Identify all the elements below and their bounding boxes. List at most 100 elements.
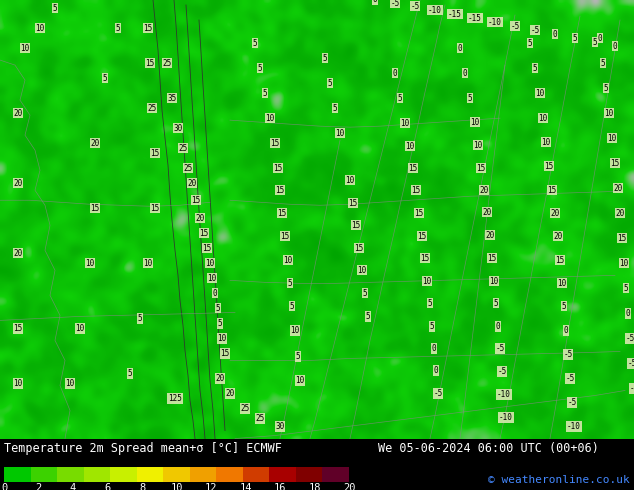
Text: 0: 0 <box>463 69 467 77</box>
Text: 10: 10 <box>541 138 550 147</box>
Text: 5: 5 <box>593 38 597 47</box>
Text: 5: 5 <box>600 59 605 68</box>
Text: 6: 6 <box>105 484 110 490</box>
Bar <box>163 467 190 482</box>
Text: 10: 10 <box>266 114 275 122</box>
Text: 20: 20 <box>486 231 495 240</box>
Text: 15: 15 <box>191 196 200 205</box>
Text: -5: -5 <box>531 25 540 34</box>
Text: 15: 15 <box>145 59 155 68</box>
Text: © weatheronline.co.uk: © weatheronline.co.uk <box>488 475 630 485</box>
Text: 15: 15 <box>354 244 364 253</box>
Text: -10: -10 <box>488 18 502 26</box>
Text: 10: 10 <box>422 277 432 286</box>
Text: 15: 15 <box>13 324 23 333</box>
Text: 30: 30 <box>275 422 285 431</box>
Bar <box>84 467 110 482</box>
Text: 10: 10 <box>20 44 30 52</box>
Text: 20: 20 <box>216 374 224 383</box>
Text: 10: 10 <box>346 176 354 185</box>
Text: 0: 0 <box>458 44 462 52</box>
Text: 15: 15 <box>420 254 430 263</box>
Text: 15: 15 <box>476 164 486 172</box>
Text: -5: -5 <box>434 389 443 398</box>
Text: 15: 15 <box>351 221 361 230</box>
Text: 5: 5 <box>333 104 337 113</box>
Text: 5: 5 <box>138 314 142 323</box>
Text: 10: 10 <box>290 326 300 335</box>
Text: 0: 0 <box>612 42 618 50</box>
Text: 5: 5 <box>573 33 578 43</box>
Bar <box>57 467 84 482</box>
Text: 5: 5 <box>527 39 533 48</box>
Text: 25: 25 <box>240 404 250 413</box>
Text: 15: 15 <box>280 232 290 241</box>
Bar <box>216 467 243 482</box>
Text: -5: -5 <box>628 359 634 368</box>
Text: 25: 25 <box>256 414 264 423</box>
Text: 4: 4 <box>70 484 76 490</box>
Text: 5: 5 <box>494 299 498 308</box>
Text: 2: 2 <box>36 484 42 490</box>
Text: 20: 20 <box>343 484 355 490</box>
Text: 0: 0 <box>373 0 377 4</box>
Text: 0: 0 <box>392 69 398 77</box>
Text: 10: 10 <box>86 259 94 268</box>
Text: 25: 25 <box>147 104 157 113</box>
Bar <box>269 467 296 482</box>
Text: 10: 10 <box>470 118 480 126</box>
Text: 15: 15 <box>417 232 427 241</box>
Text: 5: 5 <box>288 279 292 288</box>
Text: 20: 20 <box>195 214 205 223</box>
Text: 15: 15 <box>618 234 626 243</box>
Text: 0: 0 <box>626 309 630 318</box>
Text: -5: -5 <box>566 374 574 383</box>
Text: 10: 10 <box>607 134 617 143</box>
Bar <box>190 467 216 482</box>
Text: 20: 20 <box>482 208 491 217</box>
Text: 5: 5 <box>216 304 220 313</box>
Text: 0: 0 <box>564 326 568 335</box>
Text: 15: 15 <box>348 199 358 208</box>
Text: 5: 5 <box>430 322 434 331</box>
Text: 10: 10 <box>557 279 567 288</box>
Text: 10: 10 <box>604 109 614 118</box>
Text: 15: 15 <box>270 139 280 147</box>
Text: -5: -5 <box>495 344 505 353</box>
Text: 5: 5 <box>562 302 566 311</box>
Text: 15: 15 <box>221 349 230 358</box>
Text: 15: 15 <box>415 209 424 218</box>
Text: 5: 5 <box>262 89 268 98</box>
Text: 10: 10 <box>205 259 215 268</box>
Text: 10: 10 <box>358 266 366 275</box>
Text: 20: 20 <box>13 249 23 258</box>
Text: 0: 0 <box>1 484 7 490</box>
Text: 5: 5 <box>533 64 537 73</box>
Text: 18: 18 <box>308 484 321 490</box>
Text: 5: 5 <box>323 53 327 63</box>
Text: 16: 16 <box>274 484 286 490</box>
Text: 20: 20 <box>13 109 23 118</box>
Text: 20: 20 <box>91 139 100 147</box>
Text: 15: 15 <box>278 209 287 218</box>
Bar <box>323 467 349 482</box>
Text: 10: 10 <box>143 259 153 268</box>
Text: 5: 5 <box>53 3 57 13</box>
Text: 10: 10 <box>401 119 410 128</box>
Text: 5: 5 <box>295 352 301 361</box>
Text: 5: 5 <box>468 94 472 102</box>
Text: -10: -10 <box>567 422 581 431</box>
Text: 10: 10 <box>619 259 629 268</box>
Text: 15: 15 <box>545 162 553 171</box>
Text: 25: 25 <box>178 144 188 153</box>
Bar <box>30 467 57 482</box>
Text: 5: 5 <box>115 24 120 32</box>
Text: 10: 10 <box>217 334 226 343</box>
Text: 15: 15 <box>411 186 420 195</box>
Text: -5: -5 <box>391 0 399 7</box>
Text: 20: 20 <box>553 232 562 241</box>
Bar <box>4 467 30 482</box>
Text: 14: 14 <box>239 484 252 490</box>
Text: 0: 0 <box>496 322 500 331</box>
Text: 15: 15 <box>488 254 496 263</box>
